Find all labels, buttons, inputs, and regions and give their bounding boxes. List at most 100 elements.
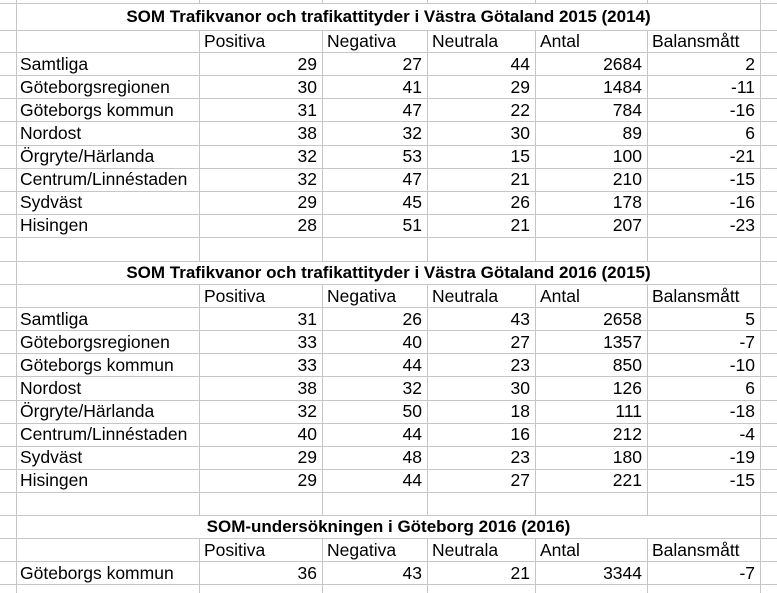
grid-cell[interactable]	[0, 562, 17, 585]
column-header-cell[interactable]: Positiva	[200, 539, 323, 562]
grid-cell[interactable]	[0, 122, 17, 146]
grid-cell[interactable]	[761, 146, 777, 169]
value-cell[interactable]: -4	[648, 423, 761, 447]
row-label-cell[interactable]: Hisingen	[17, 214, 200, 238]
empty-cell[interactable]	[428, 493, 536, 516]
grid-cell[interactable]	[761, 562, 777, 585]
value-cell[interactable]: 3344	[536, 562, 648, 585]
empty-cell[interactable]	[323, 238, 428, 262]
value-cell[interactable]: 26	[428, 191, 536, 215]
column-header-cell[interactable]: Neutrala	[428, 31, 536, 53]
value-cell[interactable]: -7	[648, 562, 761, 585]
empty-cell[interactable]	[428, 585, 536, 593]
value-cell[interactable]: 29	[428, 76, 536, 100]
row-label-cell[interactable]: Hisingen	[17, 469, 200, 493]
value-cell[interactable]: 178	[536, 191, 648, 215]
value-cell[interactable]: 45	[323, 191, 428, 215]
column-header-cell[interactable]: Neutrala	[428, 285, 536, 308]
column-header-cell[interactable]: Antal	[536, 31, 648, 53]
grid-cell[interactable]	[761, 285, 777, 308]
value-cell[interactable]: -15	[648, 168, 761, 192]
grid-cell[interactable]	[0, 331, 17, 355]
value-cell[interactable]: 2	[648, 53, 761, 77]
value-cell[interactable]: 30	[428, 377, 536, 401]
grid-cell[interactable]	[0, 31, 17, 53]
value-cell[interactable]: -23	[648, 214, 761, 238]
grid-cell[interactable]	[761, 53, 777, 77]
column-header-cell[interactable]: Balansmått	[648, 31, 761, 53]
value-cell[interactable]: 33	[200, 331, 323, 355]
grid-cell[interactable]	[761, 99, 777, 123]
column-header-cell[interactable]: Negativa	[323, 539, 428, 562]
value-cell[interactable]: 44	[428, 53, 536, 77]
column-header-cell[interactable]: Positiva	[200, 285, 323, 308]
row-label-cell[interactable]: Göteborgs kommun	[17, 562, 200, 585]
value-cell[interactable]: 23	[428, 446, 536, 470]
value-cell[interactable]: 40	[200, 423, 323, 447]
empty-cell[interactable]	[17, 585, 200, 593]
row-label-cell[interactable]: Örgryte/Härlanda	[17, 400, 200, 424]
grid-cell[interactable]	[0, 400, 17, 424]
value-cell[interactable]: 89	[536, 122, 648, 146]
value-cell[interactable]: 51	[323, 214, 428, 238]
grid-cell[interactable]	[17, 31, 200, 53]
grid-cell[interactable]	[761, 331, 777, 355]
empty-cell[interactable]	[17, 0, 200, 4]
value-cell[interactable]: 32	[200, 145, 323, 169]
empty-cell[interactable]	[536, 0, 648, 4]
value-cell[interactable]: 22	[428, 99, 536, 123]
empty-cell[interactable]	[428, 0, 536, 4]
grid-cell[interactable]	[0, 446, 17, 470]
grid-cell[interactable]	[761, 192, 777, 215]
value-cell[interactable]: 31	[200, 308, 323, 332]
grid-cell[interactable]	[0, 377, 17, 401]
value-cell[interactable]: 27	[428, 469, 536, 493]
value-cell[interactable]: 850	[536, 354, 648, 378]
empty-cell[interactable]	[536, 493, 648, 516]
value-cell[interactable]: -16	[648, 191, 761, 215]
value-cell[interactable]: 1357	[536, 331, 648, 355]
empty-cell[interactable]	[428, 238, 536, 262]
grid-cell[interactable]	[0, 516, 17, 539]
value-cell[interactable]: 27	[428, 331, 536, 355]
grid-cell[interactable]	[761, 539, 777, 562]
value-cell[interactable]: 210	[536, 168, 648, 192]
row-label-cell[interactable]: Örgryte/Härlanda	[17, 145, 200, 169]
value-cell[interactable]: 15	[428, 145, 536, 169]
value-cell[interactable]: 30	[428, 122, 536, 146]
grid-cell[interactable]	[0, 4, 17, 31]
grid-cell[interactable]	[761, 308, 777, 332]
value-cell[interactable]: 47	[323, 168, 428, 192]
grid-cell[interactable]	[0, 168, 17, 192]
value-cell[interactable]: -19	[648, 446, 761, 470]
value-cell[interactable]: 6	[648, 377, 761, 401]
value-cell[interactable]: 43	[428, 308, 536, 332]
column-header-cell[interactable]: Negativa	[323, 285, 428, 308]
value-cell[interactable]: 23	[428, 354, 536, 378]
row-label-cell[interactable]: Göteborgs kommun	[17, 99, 200, 123]
grid-cell[interactable]	[0, 262, 17, 285]
value-cell[interactable]: 784	[536, 99, 648, 123]
value-cell[interactable]: 30	[200, 76, 323, 100]
empty-cell[interactable]	[761, 0, 777, 4]
empty-cell[interactable]	[200, 585, 323, 593]
grid-cell[interactable]	[761, 169, 777, 192]
value-cell[interactable]: 38	[200, 122, 323, 146]
grid-cell[interactable]	[0, 285, 17, 308]
grid-cell[interactable]	[0, 539, 17, 562]
column-header-cell[interactable]: Neutrala	[428, 539, 536, 562]
grid-cell[interactable]	[0, 469, 17, 493]
value-cell[interactable]: 126	[536, 377, 648, 401]
value-cell[interactable]: 5	[648, 308, 761, 332]
grid-cell[interactable]	[761, 377, 777, 401]
value-cell[interactable]: 21	[428, 214, 536, 238]
row-label-cell[interactable]: Nordost	[17, 377, 200, 401]
value-cell[interactable]: 1484	[536, 76, 648, 100]
value-cell[interactable]: 44	[323, 423, 428, 447]
table-title-cell[interactable]: SOM-undersökningen i Göteborg 2016 (2016…	[17, 516, 761, 539]
column-header-cell[interactable]: Antal	[536, 539, 648, 562]
row-label-cell[interactable]: Göteborgsregionen	[17, 331, 200, 355]
value-cell[interactable]: 29	[200, 191, 323, 215]
empty-cell[interactable]	[648, 585, 761, 593]
grid-cell[interactable]	[0, 76, 17, 100]
